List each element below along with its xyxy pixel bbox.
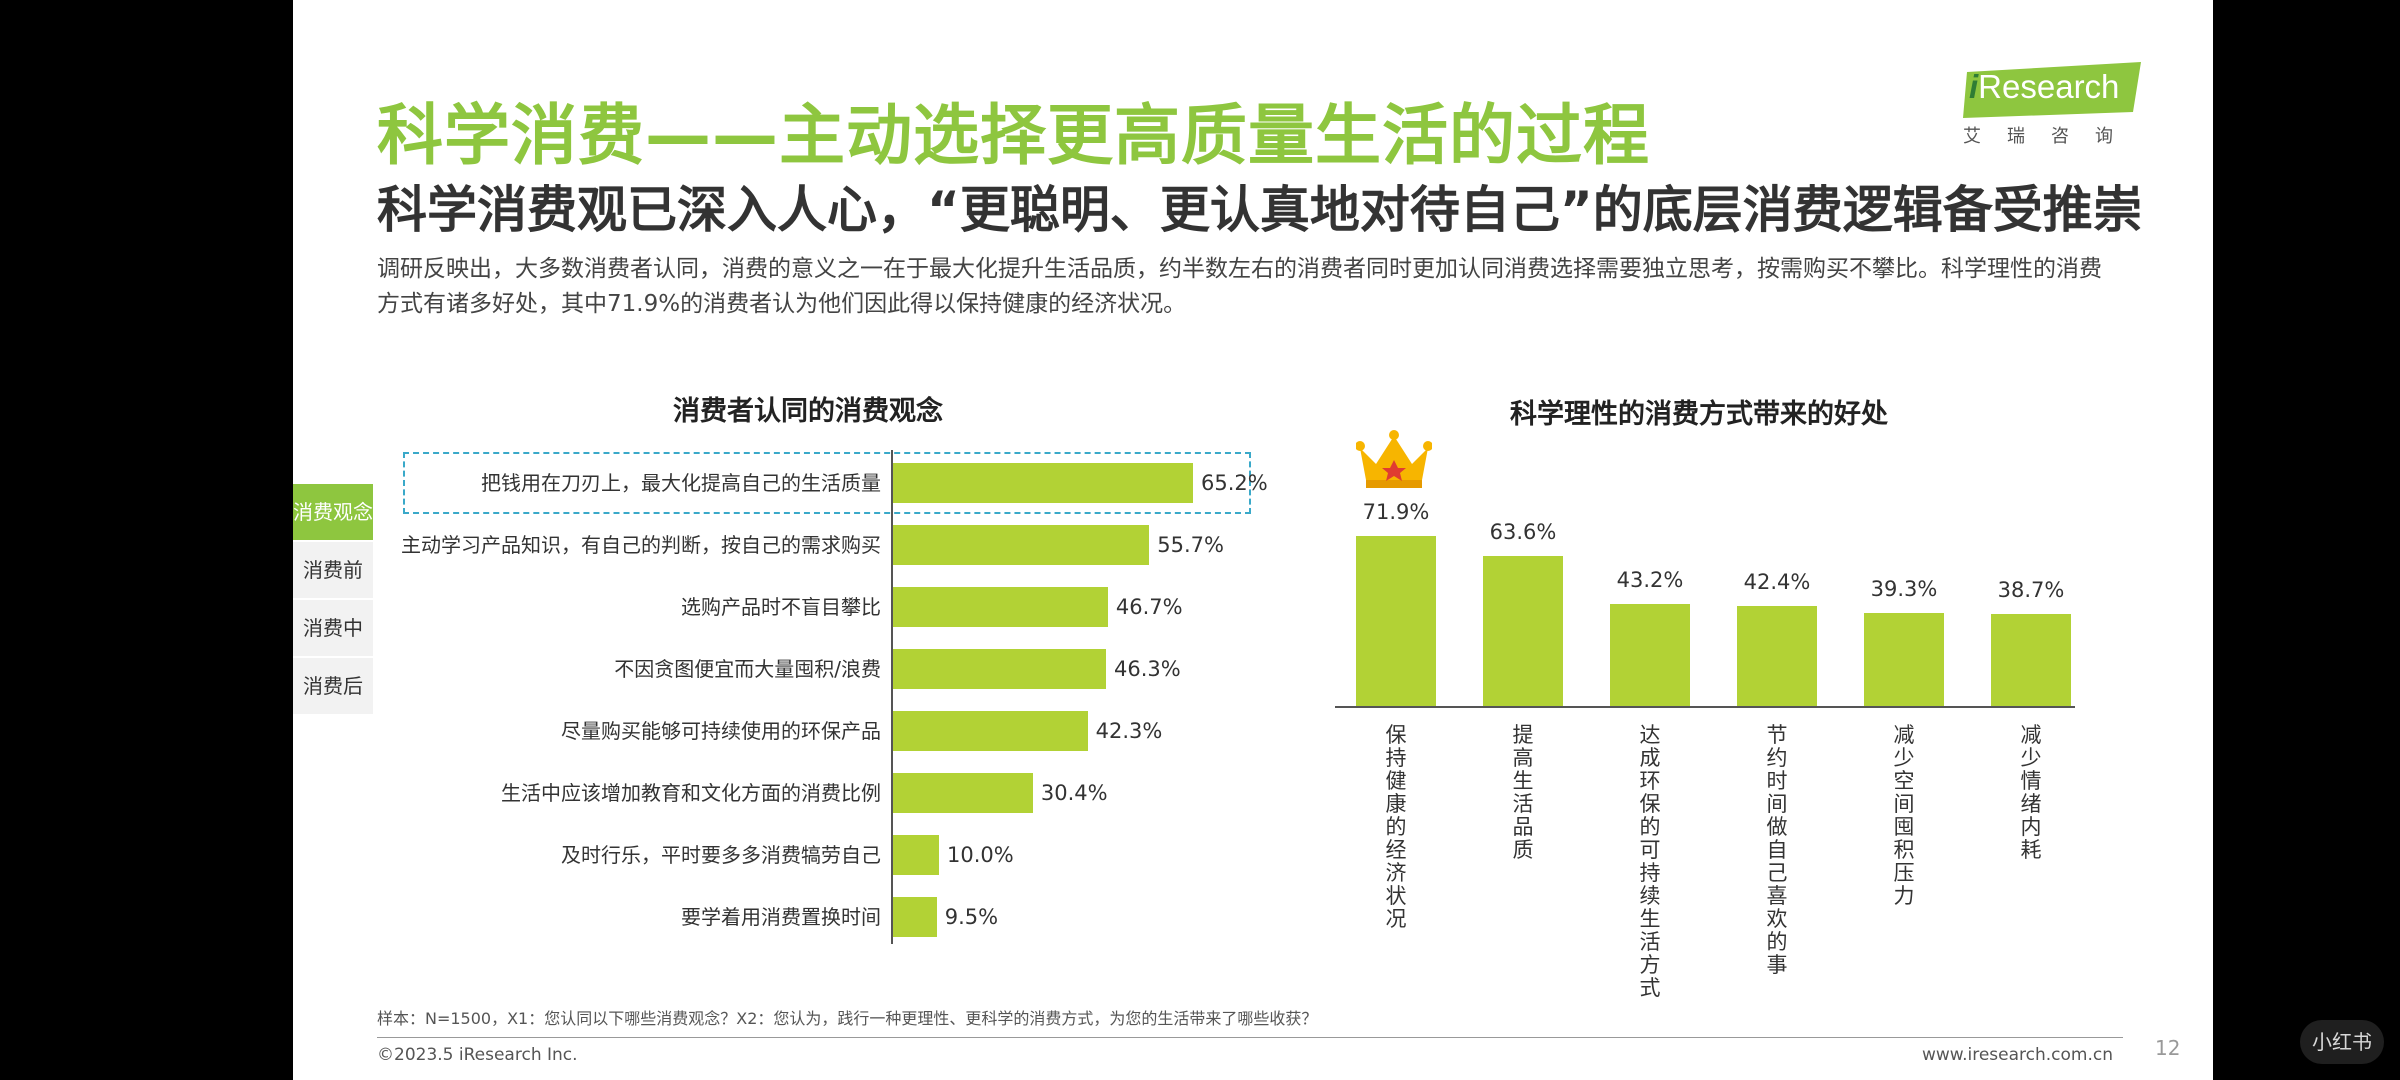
right-chart-bar bbox=[1737, 605, 1817, 706]
left-chart-category-label: 把钱用在刀刃上，最大化提高自己的生活质量 bbox=[481, 471, 881, 495]
tab-before-consumption[interactable]: 消费前 bbox=[293, 542, 373, 598]
right-chart-bar bbox=[1356, 536, 1436, 706]
right-chart-category-label: 减少情绪内耗 bbox=[2020, 723, 2042, 862]
tab-after-consumption[interactable]: 消费后 bbox=[293, 658, 373, 714]
right-chart-value-label: 38.7% bbox=[1997, 578, 2065, 603]
right-chart-value-label: 71.9% bbox=[1362, 500, 1430, 524]
logo-wordmark: iResearch bbox=[1969, 68, 2119, 106]
left-chart-axis bbox=[891, 450, 893, 944]
left-chart-bar bbox=[893, 649, 1107, 689]
right-chart-category-label: 节约时间做自己喜欢的事 bbox=[1766, 723, 1788, 977]
left-chart-category-label: 要学着用消费置换时间 bbox=[681, 905, 881, 929]
left-chart-value-label: 30.4% bbox=[1040, 781, 1108, 805]
left-chart-category-label: 生活中应该增加教育和文化方面的消费比例 bbox=[501, 781, 881, 805]
logo-banner-shape bbox=[1963, 62, 2141, 118]
logo-subtitle: 艾瑞咨询 bbox=[1963, 126, 2139, 147]
watermark-badge: 小红书 bbox=[2300, 1020, 2384, 1064]
right-chart-bar bbox=[1864, 613, 1944, 706]
iresearch-logo: iResearch 艾瑞咨询 bbox=[1963, 62, 2141, 147]
left-chart-bar bbox=[893, 773, 1033, 813]
crown-icon bbox=[1356, 430, 1432, 488]
right-chart-category-label: 保持健康的经济状况 bbox=[1385, 723, 1407, 931]
sample-note: 样本：N=1500，X1：您认同以下哪些消费观念？X2：您认为，践行一种更理性、… bbox=[377, 1009, 1318, 1028]
right-chart-category-label: 提高生活品质 bbox=[1512, 723, 1534, 862]
left-chart-category-label: 尽量购买能够可持续使用的环保产品 bbox=[561, 719, 881, 743]
right-chart-bar bbox=[1483, 555, 1563, 706]
highlight-dashed-box bbox=[403, 452, 1251, 514]
left-chart-bar bbox=[893, 525, 1150, 565]
right-chart-category-label: 减少空间囤积压力 bbox=[1893, 723, 1915, 908]
left-chart-category-label: 及时行乐，平时要多多消费犒劳自己 bbox=[561, 843, 881, 867]
left-chart-value-label: 46.7% bbox=[1115, 595, 1183, 619]
left-chart-bar bbox=[893, 897, 937, 937]
left-chart-value-label: 65.2% bbox=[1201, 471, 1268, 495]
left-chart-category-label: 不因贪图便宜而大量囤积/浪费 bbox=[614, 657, 881, 681]
intro-paragraph: 调研反映出，大多数消费者认同，消费的意义之一在于最大化提升生活品质，约半数左右的… bbox=[377, 256, 2102, 317]
right-chart-bar bbox=[1991, 614, 2071, 706]
right-chart-value-label: 43.2% bbox=[1616, 567, 1684, 592]
right-chart-value-label: 42.4% bbox=[1743, 569, 1811, 594]
left-chart-category-label: 选购产品时不盲目攀比 bbox=[681, 595, 881, 619]
left-chart-bar bbox=[893, 711, 1088, 751]
left-chart-value-label: 9.5% bbox=[944, 905, 999, 929]
left-chart-value-label: 42.3% bbox=[1095, 719, 1163, 743]
page-subtitle: 科学消费观已深入人心，“更聪明、更认真地对待自己”的底层消费逻辑备受推崇 bbox=[377, 181, 2143, 239]
logo-research: Research bbox=[1978, 68, 2120, 105]
slide: 科学消费——主动选择更高质量生活的过程 科学消费观已深入人心，“更聪明、更认真地… bbox=[293, 0, 2213, 1080]
left-chart-title: 消费者认同的消费观念 bbox=[673, 396, 943, 427]
left-chart-category-label: 主动学习产品知识，有自己的判断，按自己的需求购买 bbox=[401, 533, 881, 557]
left-chart-value-label: 10.0% bbox=[947, 843, 1014, 867]
left-chart-value-label: 55.7% bbox=[1157, 533, 1224, 557]
right-chart-title: 科学理性的消费方式带来的好处 bbox=[1510, 399, 1888, 430]
copyright: ©2023.5 iResearch Inc. bbox=[377, 1045, 578, 1065]
footer-divider bbox=[377, 1037, 2123, 1038]
tab-consumption-concept[interactable]: 消费观念 bbox=[293, 484, 373, 540]
website-link[interactable]: www.iresearch.com.cn bbox=[1921, 1045, 2113, 1065]
section-tabs: 消费观念 消费前 消费中 消费后 bbox=[293, 484, 373, 716]
left-chart-bar bbox=[893, 835, 939, 875]
page-number: 12 bbox=[2155, 1036, 2181, 1060]
right-chart-value-label: 63.6% bbox=[1489, 519, 1557, 544]
tab-during-consumption[interactable]: 消费中 bbox=[293, 600, 373, 656]
right-chart-category-label: 达成环保的可持续生活方式 bbox=[1639, 723, 1661, 1000]
right-chart-bar bbox=[1610, 603, 1690, 706]
left-chart-value-label: 46.3% bbox=[1114, 657, 1181, 681]
left-chart-bar bbox=[893, 463, 1193, 503]
right-chart-axis bbox=[1335, 706, 2075, 708]
page-title: 科学消费——主动选择更高质量生活的过程 bbox=[377, 97, 1650, 174]
left-chart-bar bbox=[893, 587, 1108, 627]
right-chart-value-label: 39.3% bbox=[1870, 577, 1938, 602]
logo-i: i bbox=[1969, 68, 1979, 105]
